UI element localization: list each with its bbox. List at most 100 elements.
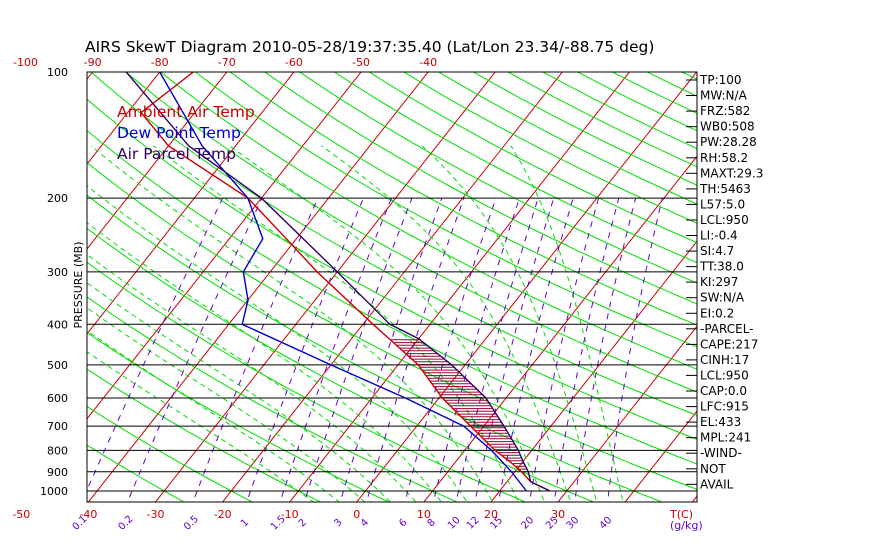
- bottom-temp-tick-label: 0: [353, 508, 360, 521]
- dry-adiabat-line: [87, 227, 596, 502]
- index-entry: WB0:508: [700, 120, 755, 134]
- pressure-tick-labels: 100 200 300 400 500 600 700 800 900 1000: [40, 66, 68, 498]
- dry-adiabat-line: [87, 296, 459, 502]
- chart-title: AIRS SkewT Diagram 2010-05-28/19:37:35.4…: [85, 38, 654, 56]
- index-entry: FRZ:582: [700, 104, 750, 118]
- dry-adiabat-line: [87, 98, 697, 440]
- plot-frame: [86, 71, 698, 503]
- mixing-ratio-tick-label: 30: [565, 515, 582, 532]
- temp-unit-label: T(C): [669, 508, 693, 521]
- index-entry: LCL:950: [700, 368, 749, 382]
- mixing-ratio-tick-label: 0.2: [116, 514, 135, 533]
- pressure-tick-label: 400: [47, 318, 68, 331]
- moist-adiabat-line: [421, 145, 598, 502]
- sounding-series: [125, 72, 551, 492]
- mixing-ratio-tick-label: 20: [519, 515, 536, 532]
- bottom-temp-tick-label: -40: [79, 508, 97, 521]
- top-temp-tick-label: -60: [285, 56, 303, 69]
- pressure-tick-label: 600: [47, 392, 68, 405]
- top-temp-tick-label: -40: [419, 56, 437, 69]
- mixing-ratio-tick-label: 8: [426, 517, 438, 529]
- mixing-ratio-tick-label: 6: [397, 517, 409, 529]
- bottom-temp-tick-label: 20: [484, 508, 498, 521]
- mixing-ratio-line: [339, 197, 443, 502]
- isobar-lines: [87, 197, 697, 492]
- index-entry: CAPE:217: [700, 337, 758, 351]
- index-entry: EI:0.2: [700, 306, 734, 320]
- pressure-tick-label: 500: [47, 359, 68, 372]
- isotherm-line: [221, 72, 563, 502]
- dry-adiabat-line: [87, 368, 322, 502]
- index-entry: SW:N/A: [700, 291, 745, 305]
- index-entry: L57:5.0: [700, 197, 745, 211]
- dry-adiabat-lines: [87, 72, 697, 502]
- dry-adiabat-line: [402, 72, 697, 224]
- isotherm-line: [289, 72, 631, 502]
- index-entry: MW:N/A: [700, 89, 748, 103]
- moist-adiabat-line: [87, 253, 417, 502]
- moist-adiabat-line: [321, 145, 572, 502]
- dry-adiabat-line: [541, 72, 697, 150]
- mixing-ratio-tick-label: 10: [446, 515, 463, 532]
- bottom-temp-tick-label: -30: [147, 508, 165, 521]
- index-entry: LFC:915: [700, 400, 749, 414]
- moist-adiabat-line: [87, 185, 468, 502]
- mixing-ratio-line: [432, 197, 520, 502]
- bottom-temp-tick-label: -10: [281, 508, 299, 521]
- isotherm-line: [356, 72, 697, 502]
- isotherm-line: [490, 240, 697, 502]
- isotherm-line: [87, 72, 295, 335]
- moist-adiabat-line: [87, 222, 443, 502]
- series-line: [159, 72, 528, 492]
- series-line: [140, 72, 551, 492]
- index-entry: KI:297: [700, 275, 738, 289]
- top-temp-tick-label: -70: [218, 56, 236, 69]
- dry-adiabat-line: [229, 72, 697, 326]
- pressure-tick-label: 700: [47, 420, 68, 433]
- isotherm-line: [87, 72, 429, 502]
- bottom-temp-tick-label: -20: [214, 508, 232, 521]
- isotherm-line: [154, 72, 496, 502]
- legend-entry: Dew Point Temp: [117, 124, 241, 142]
- mixing-ratio-tick-label: 3: [332, 517, 344, 529]
- mixing-ratio-line: [607, 197, 663, 502]
- index-entry: TP:100: [699, 73, 742, 87]
- mixing-ratio-line: [404, 197, 497, 502]
- isotherm-line: [87, 72, 228, 250]
- mixing-ratio-line: [246, 197, 364, 502]
- mixing-ratio-tick-label: 4: [359, 517, 371, 529]
- top-temp-tick-label: -100: [13, 56, 38, 69]
- bottom-temperature-tick-labels: -50 -40 -30 -20 -10 0 10 20 30: [12, 508, 565, 521]
- dry-adiabat-line: [87, 161, 697, 490]
- moist-adiabat-line: [87, 307, 366, 502]
- index-entry: AVAIL: [700, 477, 734, 491]
- isotherm-lines: [87, 53, 870, 509]
- isotherm-line: [87, 72, 94, 80]
- mixing-ratio-line: [192, 197, 319, 502]
- pressure-tick-label: 100: [47, 66, 68, 79]
- index-entry: EL:433: [700, 415, 741, 429]
- top-temp-tick-label: -80: [151, 56, 169, 69]
- top-temp-tick-label: -90: [84, 56, 102, 69]
- dry-adiabat-line: [298, 72, 697, 284]
- index-entry: SI:4.7: [700, 244, 734, 258]
- mixing-ratio-line: [126, 197, 263, 502]
- isotherm-line: [754, 53, 870, 509]
- pressure-tick-label: 300: [47, 266, 68, 279]
- mixing-ratio-line: [87, 197, 224, 492]
- dry-adiabat-line: [90, 72, 697, 416]
- top-temp-tick-label: -50: [352, 56, 370, 69]
- mixing-ratio-tick-label: 2: [297, 517, 309, 529]
- top-temperature-tick-labels: -120-110-100-90-80-70-60-50-40: [13, 56, 437, 69]
- index-entry: LI:-0.4: [700, 229, 738, 243]
- index-entry: -PARCEL-: [700, 322, 754, 336]
- mixing-ratio-line: [528, 197, 600, 502]
- dry-adiabat-line: [368, 72, 697, 244]
- isotherm-line: [87, 72, 362, 420]
- mixing-ratio-line: [497, 197, 574, 502]
- legend: Ambient Air Temp Dew Point Temp Air Parcel…: [117, 103, 255, 163]
- bottom-temp-tick-label: 30: [551, 508, 565, 521]
- mixing-ratio-line: [474, 197, 555, 502]
- isotherm-line: [423, 155, 697, 502]
- pressure-tick-label: 800: [47, 444, 68, 457]
